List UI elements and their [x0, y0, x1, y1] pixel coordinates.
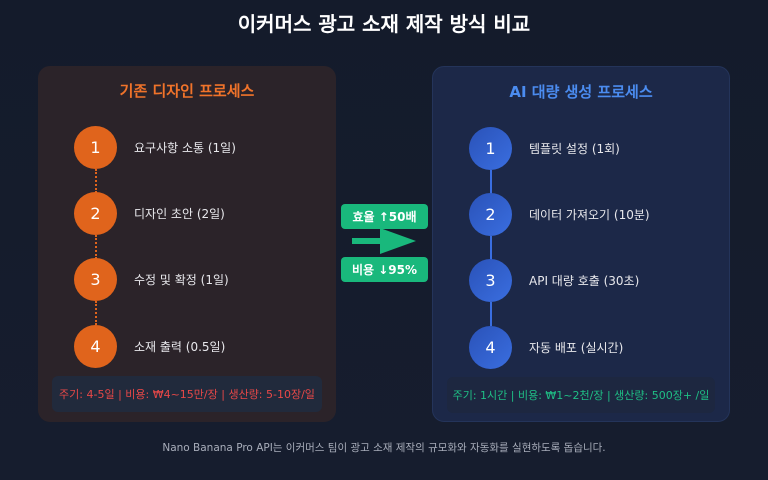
summary-footer: 주기: 1시간 | 비용: ₩1~2천/장 | 생산량: 500장+ /일 — [447, 377, 715, 413]
step-label: 자동 배포 (실시간) — [529, 341, 624, 355]
step-connector — [95, 235, 97, 259]
step-label: 템플릿 설정 (1회) — [529, 142, 620, 156]
step-connector — [490, 170, 492, 194]
step-label: 요구사항 소통 (1일) — [134, 141, 236, 155]
step-item: 2 디자인 초안 (2일) — [74, 192, 225, 235]
arrow-right-icon — [352, 228, 416, 254]
step-item: 3 API 대량 호출 (30초) — [469, 259, 639, 302]
step-number: 1 — [469, 127, 512, 170]
step-connector — [95, 169, 97, 193]
step-item: 3 수정 및 확정 (1일) — [74, 258, 229, 301]
step-number: 3 — [74, 258, 117, 301]
step-item: 4 자동 배포 (실시간) — [469, 326, 623, 369]
panel-title: AI 대량 생성 프로세스 — [509, 83, 653, 101]
step-connector — [490, 236, 492, 260]
step-label: 디자인 초안 (2일) — [134, 207, 225, 221]
step-connector — [95, 301, 97, 325]
traditional-process-panel: 기존 디자인 프로세스 1 요구사항 소통 (1일) 2 디자인 초안 (2일) 3… — [38, 66, 336, 422]
step-label: 수정 및 확정 (1일) — [134, 273, 229, 287]
step-item: 1 요구사항 소통 (1일) — [74, 126, 236, 169]
caption: Nano Banana Pro API는 이커머스 팀이 광고 소재 제작의 규… — [162, 442, 606, 454]
step-item: 4 소재 출력 (0.5일) — [74, 325, 225, 368]
step-number: 4 — [469, 326, 512, 369]
step-number: 2 — [469, 193, 512, 236]
panel-title: 기존 디자인 프로세스 — [119, 82, 255, 100]
step-number: 1 — [74, 126, 117, 169]
step-label: 데이터 가져오기 (10분) — [529, 208, 650, 222]
step-item: 2 데이터 가져오기 (10분) — [469, 193, 650, 236]
cost-badge: 비용 ↓95% — [341, 257, 428, 282]
step-number: 4 — [74, 325, 117, 368]
step-number: 3 — [469, 259, 512, 302]
step-label: API 대량 호출 (30초) — [529, 274, 640, 288]
summary-footer: 주기: 4-5일 | 비용: ₩4~15만/장 | 생산량: 5-10장/일 — [52, 376, 322, 412]
efficiency-badge: 효율 ↑50배 — [341, 204, 428, 229]
step-connector — [490, 302, 492, 326]
ai-process-panel: AI 대량 생성 프로세스 1 템플릿 설정 (1회) 2 데이터 가져오기 (10… — [432, 66, 730, 422]
page-title: 이커머스 광고 소재 제작 방식 비교 — [237, 12, 531, 36]
step-number: 2 — [74, 192, 117, 235]
step-label: 소재 출력 (0.5일) — [134, 340, 226, 354]
step-item: 1 템플릿 설정 (1회) — [469, 127, 620, 170]
